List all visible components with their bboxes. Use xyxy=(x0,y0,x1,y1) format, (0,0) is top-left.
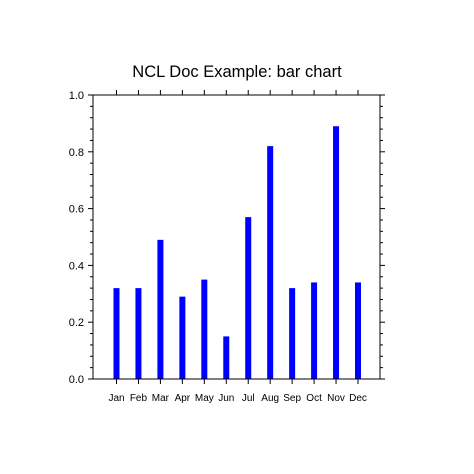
x-tick-label-apr: Apr xyxy=(175,393,191,404)
bar-sep xyxy=(289,288,296,379)
x-tick-label-jan: Jan xyxy=(108,393,124,404)
y-tick-labels: 0.0 0.2 0.4 0.6 0.8 1.0 xyxy=(69,90,84,386)
bar-feb xyxy=(135,288,142,379)
y-tick-label: 0.2 xyxy=(69,317,84,329)
bar-mar xyxy=(157,239,164,379)
x-tick-label-aug: Aug xyxy=(261,393,279,404)
bar-dec xyxy=(355,282,361,379)
y-tick-label: 0.6 xyxy=(69,204,84,216)
x-tick-label-dec: Dec xyxy=(349,393,367,404)
x-tick-labels: Jan Feb Mar Apr May Jun Jul Aug Sep Oct Nov Dec xyxy=(108,393,366,404)
y-tick-label: 0.0 xyxy=(69,374,84,386)
x-tick-label-nov: Nov xyxy=(327,393,345,404)
x-tick-label-mar: Mar xyxy=(152,393,170,404)
x-tick-label-oct: Oct xyxy=(306,393,322,404)
chart-title: NCL Doc Example: bar chart xyxy=(132,63,342,81)
bar-aug xyxy=(267,146,274,379)
y-tick-label: 1.0 xyxy=(69,90,84,102)
bar-may xyxy=(201,279,208,379)
plot-frame xyxy=(92,94,381,380)
bar-jan xyxy=(113,288,120,379)
x-tick-label-feb: Feb xyxy=(130,393,148,404)
x-tick-label-may: May xyxy=(195,393,214,404)
axis-ticks xyxy=(88,90,385,384)
bar-oct xyxy=(311,282,318,379)
x-tick-label-jun: Jun xyxy=(218,393,234,404)
bar-apr xyxy=(179,296,186,379)
bars-layer xyxy=(113,126,361,380)
x-tick-label-jul: Jul xyxy=(242,393,255,404)
y-tick-label: 0.4 xyxy=(69,260,84,272)
x-tick-label-sep: Sep xyxy=(283,393,301,404)
bar-nov xyxy=(333,126,340,380)
y-tick-label: 0.8 xyxy=(69,147,84,159)
bar-jul xyxy=(245,217,252,379)
bar-jun xyxy=(223,336,230,379)
